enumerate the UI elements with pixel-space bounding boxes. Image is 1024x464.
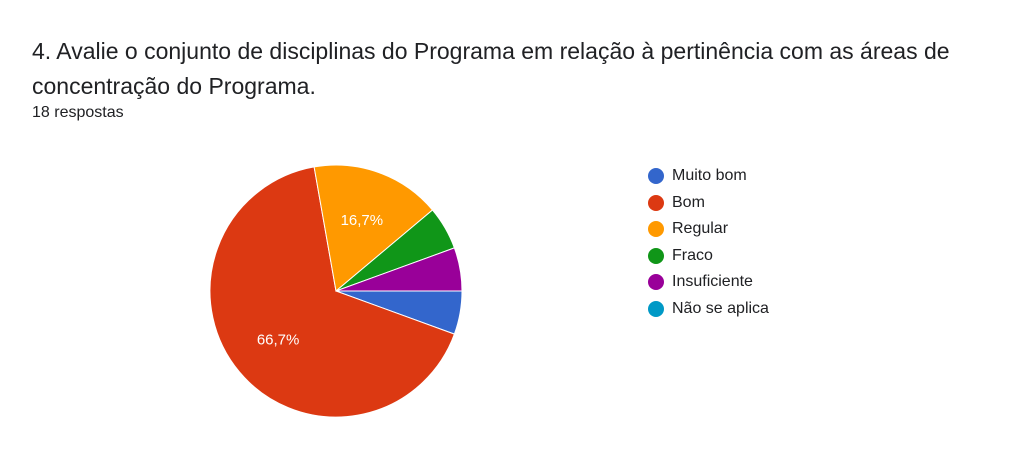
legend-swatch-insuficiente: [648, 274, 664, 291]
response-count: 18 respostas: [32, 104, 124, 121]
legend-swatch-fraco: [648, 247, 664, 264]
legend-item-regular[interactable]: Regular: [648, 216, 769, 243]
pie-slice-regular[interactable]: [313, 164, 434, 292]
slice-label-bom: 66,7%: [257, 332, 300, 349]
legend-label-bom: Bom: [672, 193, 705, 211]
legend-item-fraco[interactable]: Fraco: [648, 243, 769, 270]
legend-label-insuficiente: Insuficiente: [672, 273, 753, 291]
legend-label-nao-se-aplica: Não se aplica: [672, 299, 769, 317]
legend-item-muito-bom[interactable]: Muito bom: [648, 163, 769, 190]
pie-slice-bom[interactable]: [209, 166, 456, 418]
legend-item-nao-se-aplica[interactable]: Não se aplica: [648, 296, 769, 323]
pie-slices: [209, 164, 463, 418]
legend-swatch-regular: [648, 221, 664, 238]
legend-label-fraco: Fraco: [672, 246, 713, 264]
pie-slice-labels: 66,7% 16,7%: [257, 212, 383, 349]
legend-swatch-nao-se-aplica: [648, 300, 664, 317]
legend-label-muito-bom: Muito bom: [672, 167, 747, 185]
legend-label-regular: Regular: [672, 220, 729, 238]
pie-slice-insuficiente[interactable]: [335, 247, 463, 292]
question-title: 4. Avalie o conjunto de disciplinas do P…: [32, 38, 950, 99]
legend-item-insuficiente[interactable]: Insuficiente: [648, 269, 769, 296]
legend-swatch-muito-bom: [648, 168, 664, 185]
slice-label-regular: 16,7%: [341, 212, 384, 229]
chart-legend: Muito bom Bom Regular Fraco Insuficiente Não …: [648, 163, 769, 322]
legend-swatch-bom: [648, 194, 664, 211]
legend-item-bom[interactable]: Bom: [648, 190, 769, 217]
